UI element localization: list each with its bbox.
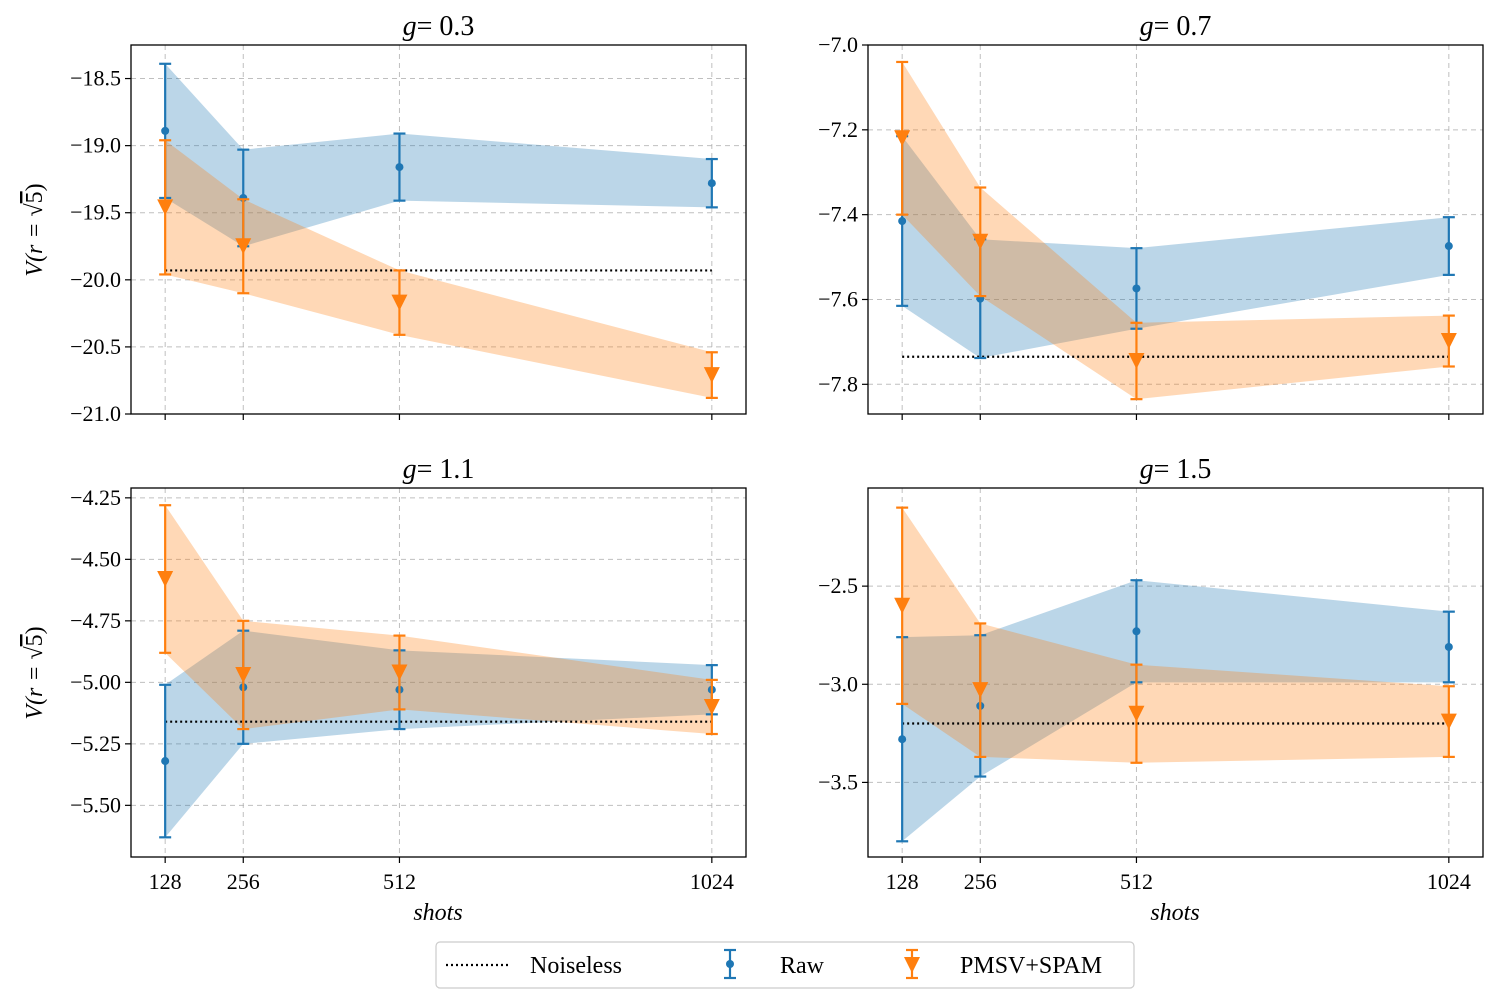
subplot-4: −3.5 −3.0 −2.5 128 256 512 1024 g= 1.5 bbox=[818, 454, 1484, 894]
x-tick-label: 512 bbox=[1120, 869, 1153, 894]
y-tick-label: −7.0 bbox=[818, 32, 858, 57]
pmsv-point bbox=[157, 571, 174, 588]
subplot-title: g= 1.5 bbox=[1140, 454, 1212, 485]
pmsv-confidence-band bbox=[902, 507, 1449, 763]
pmsv-point bbox=[972, 233, 989, 250]
x-tick-label: 1024 bbox=[1427, 869, 1471, 894]
x-tick-label: 256 bbox=[964, 869, 997, 894]
y-tick-label: −5.00 bbox=[70, 669, 121, 694]
axes-frame bbox=[130, 487, 747, 858]
title-value: = 0.7 bbox=[1154, 11, 1212, 42]
pmsv-confidence-band bbox=[165, 140, 712, 398]
raw-point bbox=[1444, 642, 1453, 651]
title-variable: g bbox=[1140, 454, 1154, 485]
axes-frame bbox=[867, 44, 1484, 415]
subplot-1: −21.0 −20.5 −20.0 −19.5 −19.0 −18.5 g= 0.3 bbox=[70, 11, 747, 426]
x-tick-label: 128 bbox=[886, 869, 919, 894]
y-tick-label: −4.50 bbox=[70, 546, 121, 571]
pmsv-point bbox=[235, 238, 252, 255]
raw-point bbox=[161, 126, 170, 135]
pmsv-point bbox=[703, 367, 720, 384]
y-axis-label-bottom: V(r = √5) bbox=[22, 626, 48, 719]
y-tick-label: −4.25 bbox=[70, 485, 121, 510]
y-tick-label: −7.6 bbox=[818, 286, 858, 311]
title-variable: g bbox=[1140, 11, 1154, 42]
raw-confidence-band bbox=[165, 63, 712, 247]
y-tick-label: −18.5 bbox=[70, 66, 121, 91]
pmsv-point bbox=[1440, 713, 1457, 730]
title-value: = 0.3 bbox=[417, 11, 475, 42]
pmsv-point bbox=[972, 682, 989, 699]
raw-point bbox=[1444, 242, 1453, 251]
subplot-3: −5.50 −5.25 −5.00 −4.75 −4.50 −4.25 128 256 512 1… bbox=[70, 454, 747, 894]
y-tick-label: −20.5 bbox=[70, 334, 121, 359]
subplot-title: g= 0.3 bbox=[403, 11, 475, 42]
pmsv-confidence-band bbox=[165, 505, 712, 734]
pmsv-point bbox=[894, 597, 911, 614]
x-axis-label-right: shots bbox=[1150, 900, 1199, 926]
y-tick-label: −2.5 bbox=[818, 573, 858, 598]
pmsv-confidence-band bbox=[902, 61, 1449, 400]
raw-point bbox=[1132, 284, 1141, 293]
legend-noiseless-label: Noiseless bbox=[530, 953, 622, 979]
subplot-title: g= 0.7 bbox=[1140, 11, 1212, 42]
y-tick-label: −20.0 bbox=[70, 267, 121, 292]
pmsv-point bbox=[703, 698, 720, 715]
legend: Noiseless Raw PMSV+SPAM bbox=[435, 941, 1135, 989]
pmsv-point bbox=[1128, 352, 1145, 369]
raw-confidence-band bbox=[902, 136, 1449, 359]
x-axis-label-left: shots bbox=[413, 900, 462, 926]
subplot-2: −7.8 −7.6 −7.4 −7.2 −7.0 g= 0.7 bbox=[818, 11, 1484, 420]
pmsv-point bbox=[1440, 333, 1457, 350]
pmsv-point bbox=[894, 130, 911, 147]
raw-point bbox=[707, 179, 716, 188]
axes-frame bbox=[130, 44, 747, 415]
legend-pmsv-label: PMSV+SPAM bbox=[960, 953, 1102, 979]
pmsv-point bbox=[391, 294, 408, 311]
y-tick-label: −3.0 bbox=[818, 671, 858, 696]
raw-point bbox=[161, 757, 170, 766]
y-tick-label: −21.0 bbox=[70, 401, 121, 426]
y-tick-label: −7.4 bbox=[818, 202, 858, 227]
y-tick-label: −19.5 bbox=[70, 200, 121, 225]
pmsv-point bbox=[391, 664, 408, 681]
axes-frame bbox=[867, 487, 1484, 858]
raw-point bbox=[395, 163, 404, 172]
svg-text:V(r = √5): V(r = √5) bbox=[22, 183, 48, 276]
title-value: = 1.5 bbox=[1154, 454, 1212, 485]
raw-confidence-band bbox=[902, 580, 1449, 842]
y-tick-label: −7.2 bbox=[818, 117, 858, 142]
title-value: = 1.1 bbox=[417, 454, 475, 485]
raw-point bbox=[898, 735, 907, 744]
pmsv-point bbox=[157, 199, 174, 216]
pmsv-point bbox=[1128, 705, 1145, 722]
raw-confidence-band bbox=[165, 630, 712, 838]
x-tick-label: 1024 bbox=[690, 869, 734, 894]
legend-raw-swatch bbox=[724, 948, 736, 980]
legend-pmsv-swatch bbox=[904, 948, 920, 980]
x-tick-label: 256 bbox=[227, 869, 260, 894]
subplot-title: g= 1.1 bbox=[403, 454, 475, 485]
pmsv-point bbox=[235, 666, 252, 683]
raw-point bbox=[898, 217, 907, 226]
legend-raw-label: Raw bbox=[780, 953, 825, 979]
svg-text:V(r = √5): V(r = √5) bbox=[22, 626, 48, 719]
y-tick-label: −5.50 bbox=[70, 792, 121, 817]
y-axis-label-top: V(r = √5) bbox=[22, 183, 48, 276]
raw-point bbox=[1132, 627, 1141, 636]
subplots: −21.0−20.5−20.0−19.5−19.0−18.5g= 0.3−7.8… bbox=[70, 11, 1484, 894]
y-tick-label: −5.25 bbox=[70, 731, 121, 756]
y-tick-label: −19.0 bbox=[70, 133, 121, 158]
x-tick-label: 128 bbox=[149, 869, 182, 894]
y-tick-label: −3.5 bbox=[818, 769, 858, 794]
x-tick-label: 512 bbox=[383, 869, 416, 894]
title-variable: g bbox=[403, 454, 417, 485]
y-tick-label: −7.8 bbox=[818, 371, 858, 396]
title-variable: g bbox=[403, 11, 417, 42]
legend-frame bbox=[435, 941, 1135, 989]
y-tick-label: −4.75 bbox=[70, 608, 121, 633]
